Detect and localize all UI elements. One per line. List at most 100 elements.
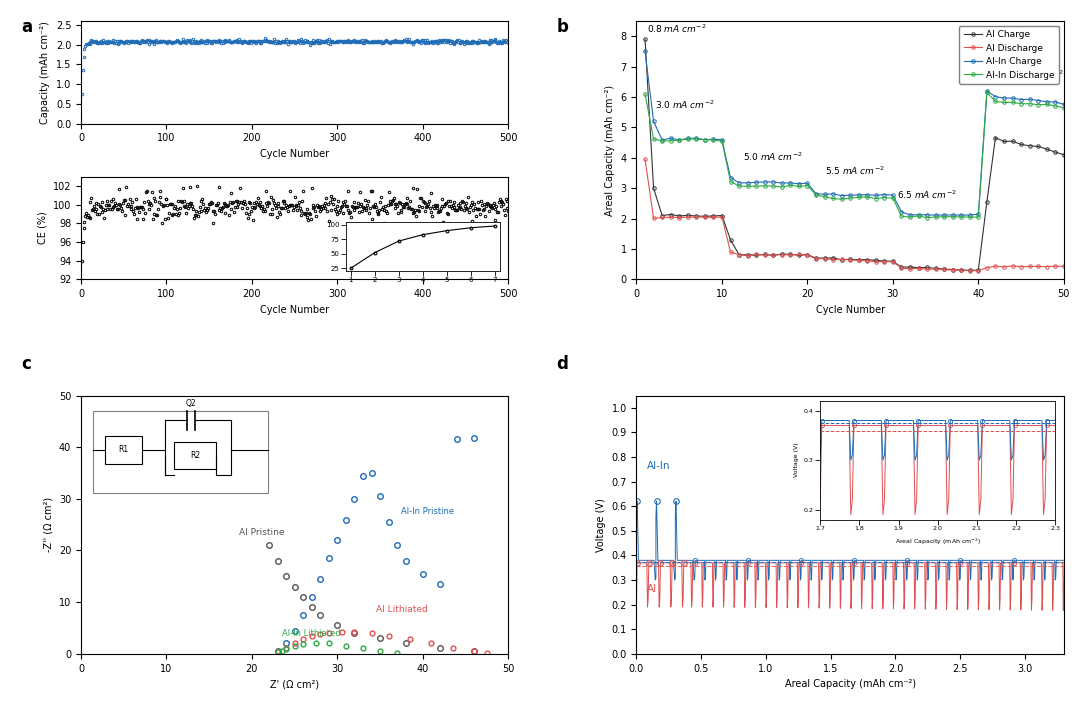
Text: Al Pristine: Al Pristine [239, 528, 285, 537]
Al-In Discharge [724, 177, 737, 186]
Line: Al-In Charge: Al-In Charge [644, 50, 1066, 217]
Al-In Charge [1031, 96, 1044, 105]
Al-In Discharge [998, 98, 1011, 107]
Al-In Discharge [818, 193, 831, 201]
Al-In Discharge [750, 182, 762, 191]
Al Charge [715, 212, 728, 220]
Y-axis label: Areal Capacity (mAh cm⁻²): Areal Capacity (mAh cm⁻²) [605, 84, 615, 216]
Al Charge [1057, 150, 1070, 159]
Al-In Charge [835, 191, 848, 200]
Al-In Charge [1007, 93, 1020, 102]
Al Charge [818, 254, 831, 262]
Al-In Charge [912, 210, 924, 219]
Al Charge [699, 212, 712, 221]
Al Discharge [681, 213, 694, 221]
Al-In Discharge [690, 134, 703, 143]
Al Discharge [981, 264, 994, 272]
Al Discharge [835, 255, 848, 264]
Al-In Charge [818, 190, 831, 198]
Al Charge [852, 255, 865, 264]
Al Charge [826, 254, 839, 262]
Al-In Charge [869, 191, 882, 200]
Al Charge [861, 255, 874, 264]
Al Discharge [998, 263, 1011, 271]
Al Discharge [955, 266, 968, 274]
Text: $\it{0.8}$ $\it{mA}$ $\it{cm^{-2}}$: $\it{0.8}$ $\it{mA}$ $\it{cm^{-2}}$ [1004, 68, 1064, 81]
Al-In Charge [647, 117, 660, 126]
Al-In Discharge [937, 212, 950, 221]
Al-In Charge [673, 136, 686, 144]
Al-In Discharge [1040, 100, 1053, 108]
Al-In Charge [750, 178, 762, 186]
Al Charge [758, 250, 771, 259]
Al Charge [981, 198, 994, 206]
Text: Al-In: Al-In [647, 461, 671, 471]
Al Discharge [664, 213, 677, 221]
Al-In Charge [741, 179, 754, 187]
X-axis label: Z' (Ω cm²): Z' (Ω cm²) [270, 679, 320, 689]
Al-In Discharge [758, 181, 771, 190]
Al-In Charge [758, 178, 771, 186]
Al Charge [972, 266, 985, 274]
Al-In Charge [1014, 96, 1027, 104]
Al-In Discharge [699, 136, 712, 144]
Al Discharge [869, 257, 882, 266]
Al-In Charge [784, 179, 797, 187]
Al Charge [1031, 142, 1044, 150]
Al Charge [1007, 137, 1020, 146]
Al-In Charge [638, 47, 651, 56]
Al Charge [724, 236, 737, 244]
Al Charge [1049, 148, 1062, 156]
Al-In Discharge [826, 194, 839, 202]
Al-In Charge [767, 178, 780, 186]
Al-In Discharge [715, 137, 728, 146]
Al Discharge [1049, 262, 1062, 271]
Al Discharge [1014, 262, 1027, 271]
Al Discharge [963, 266, 976, 275]
Al-In Charge [843, 191, 856, 200]
Al-In Discharge [784, 181, 797, 190]
Al-In Discharge [989, 97, 1002, 105]
Al Discharge [810, 254, 823, 263]
Al Discharge [638, 155, 651, 164]
Al-In Discharge [869, 194, 882, 202]
Al-In Charge [656, 136, 669, 144]
Al Discharge [929, 265, 942, 273]
Y-axis label: CE (%): CE (%) [37, 212, 48, 245]
Al-In Discharge [1049, 102, 1062, 110]
Al Charge [656, 212, 669, 220]
Al Charge [638, 35, 651, 44]
Al-In Charge [946, 211, 959, 219]
Text: $\it{3.0}$ $\it{mA}$ $\it{cm^{-2}}$: $\it{3.0}$ $\it{mA}$ $\it{cm^{-2}}$ [656, 99, 715, 111]
Legend: Al Charge, Al Discharge, Al-In Charge, Al-In Discharge: Al Charge, Al Discharge, Al-In Charge, A… [959, 25, 1059, 84]
Al-In Charge [937, 211, 950, 219]
Al Discharge [673, 214, 686, 222]
Al-In Charge [972, 210, 985, 219]
Al Charge [937, 265, 950, 273]
Al Charge [946, 265, 959, 273]
Al-In Charge [681, 134, 694, 143]
Al-In Discharge [895, 212, 908, 220]
Al-In Discharge [681, 135, 694, 143]
Al Discharge [690, 213, 703, 221]
Al-In Charge [904, 211, 917, 219]
Al-In Charge [732, 179, 745, 187]
Y-axis label: Capacity (mAh cm⁻²): Capacity (mAh cm⁻²) [40, 21, 51, 124]
Al-In Discharge [887, 194, 900, 202]
Al-In Discharge [972, 213, 985, 221]
Al-In Discharge [741, 182, 754, 191]
Al-In Charge [955, 211, 968, 219]
Text: Al Lithiated: Al Lithiated [376, 605, 428, 614]
Al Discharge [656, 213, 669, 221]
Al Charge [920, 263, 933, 271]
Al-In Discharge [981, 89, 994, 97]
Al Discharge [989, 262, 1002, 271]
Al Charge [929, 264, 942, 273]
Al-In Discharge [852, 193, 865, 202]
Al-In Discharge [664, 136, 677, 145]
Al Discharge [775, 250, 788, 259]
Line: Al Discharge: Al Discharge [644, 157, 1066, 273]
Al-In Discharge [638, 90, 651, 98]
Al-In Charge [775, 179, 788, 187]
Al-In Charge [1057, 100, 1070, 108]
